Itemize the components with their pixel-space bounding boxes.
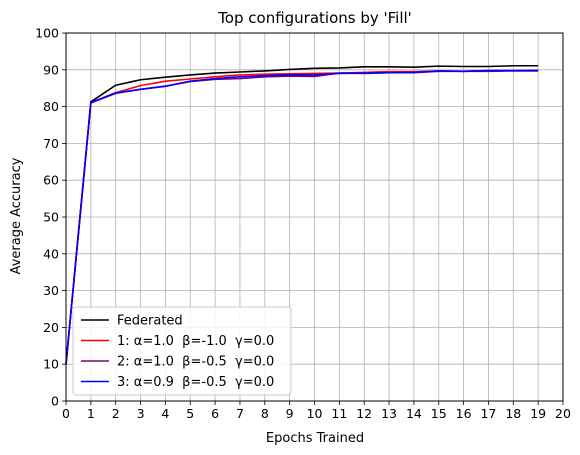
x-tick-label: 18 bbox=[505, 406, 521, 421]
x-tick-label: 19 bbox=[530, 406, 546, 421]
y-tick-label: 20 bbox=[43, 320, 59, 335]
x-tick-label: 13 bbox=[381, 406, 397, 421]
x-tick-label: 6 bbox=[211, 406, 219, 421]
x-tick-label: 17 bbox=[480, 406, 496, 421]
y-tick-label: 70 bbox=[43, 136, 59, 151]
y-tick-label: 60 bbox=[43, 173, 59, 188]
x-tick-label: 16 bbox=[456, 406, 472, 421]
x-tick-label: 12 bbox=[356, 406, 372, 421]
legend: Federated 1: α=1.0 β=-1.0 γ=0.0 2: α=1.0 β… bbox=[72, 306, 292, 396]
y-axis-label: Average Accuracy bbox=[9, 157, 24, 274]
x-tick-label: 2 bbox=[112, 406, 120, 421]
y-tick-label: 0 bbox=[51, 394, 59, 409]
x-tick-label: 20 bbox=[555, 406, 571, 421]
x-tick-label: 7 bbox=[236, 406, 244, 421]
series-lines bbox=[65, 64, 539, 365]
x-tick-label: 1 bbox=[87, 406, 95, 421]
y-tick-label: 10 bbox=[43, 357, 59, 372]
x-axis-label: Epochs Trained bbox=[266, 431, 364, 446]
x-tick-label: 3 bbox=[137, 406, 145, 421]
x-tick-label: 14 bbox=[406, 406, 422, 421]
x-tick-label: 0 bbox=[62, 406, 70, 421]
y-tick-label: 100 bbox=[35, 26, 59, 41]
x-tick-label: 8 bbox=[261, 406, 269, 421]
x-tick-label: 10 bbox=[307, 406, 323, 421]
y-tick-label: 30 bbox=[43, 283, 59, 298]
legend-box bbox=[72, 306, 292, 396]
ticks: 0 1 2 3 4 5 6 7 8 9 10 11 12 13 14 15 16 17 18 19 2001020304… bbox=[35, 26, 571, 422]
legend-label: 2: α=1.0 β=-0.5 γ=0.0 bbox=[117, 355, 274, 370]
series-line-1 bbox=[65, 64, 539, 365]
grid bbox=[65, 32, 564, 402]
y-tick-label: 40 bbox=[43, 246, 59, 261]
legend-label: Federated bbox=[117, 314, 183, 329]
x-tick-label: 4 bbox=[161, 406, 169, 421]
y-tick-label: 50 bbox=[43, 210, 59, 225]
legend-label: 3: α=0.9 β=-0.5 γ=0.0 bbox=[117, 375, 274, 390]
series-line-4 bbox=[65, 69, 539, 365]
x-tick-label: 9 bbox=[286, 406, 294, 421]
legend-label: 1: α=1.0 β=-1.0 γ=0.0 bbox=[117, 334, 274, 349]
y-tick-label: 80 bbox=[43, 99, 59, 114]
y-tick-label: 90 bbox=[43, 62, 59, 77]
x-tick-label: 15 bbox=[431, 406, 447, 421]
x-tick-label: 5 bbox=[186, 406, 194, 421]
chart-title: Top configurations by 'Fill' bbox=[217, 9, 412, 27]
x-tick-label: 11 bbox=[331, 406, 347, 421]
